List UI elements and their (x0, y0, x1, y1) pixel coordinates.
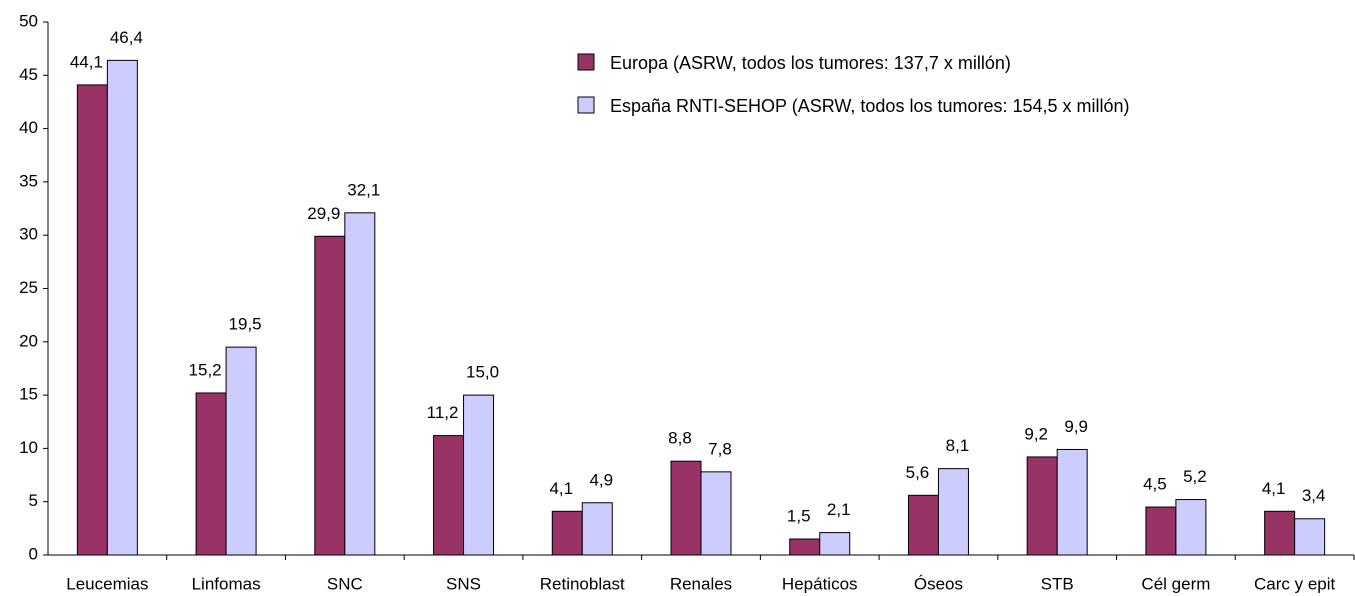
y-tick-label: 25 (19, 278, 38, 297)
value-label: 44,1 (70, 52, 103, 71)
y-tick-label: 35 (19, 171, 38, 190)
value-label: 1,5 (787, 506, 811, 525)
bar (1145, 506, 1177, 556)
legend-label: España RNTI-SEHOP (ASRW, todos los tumor… (610, 96, 1130, 116)
y-tick-label: 15 (19, 385, 38, 404)
bar (106, 59, 138, 556)
y-tick-label: 10 (19, 438, 38, 457)
x-tick-label: SNC (327, 574, 363, 593)
value-label: 5,2 (1183, 467, 1207, 486)
bar (463, 394, 495, 556)
y-tick-label: 20 (19, 331, 38, 350)
value-label: 3,4 (1302, 486, 1326, 505)
x-tick-label: Renales (670, 574, 732, 593)
value-label: 4,5 (1143, 475, 1167, 494)
bar (1056, 448, 1088, 556)
bar (433, 435, 465, 556)
x-tick-label: SNS (446, 574, 481, 593)
value-label: 2,1 (827, 500, 851, 519)
y-tick-label: 40 (19, 118, 38, 137)
y-tick-label: 45 (19, 65, 38, 84)
legend-label: Europa (ASRW, todos los tumores: 137,7 x… (610, 53, 1011, 73)
value-label: 4,1 (549, 479, 573, 498)
bar (195, 392, 227, 556)
bar (314, 235, 346, 556)
bar (581, 502, 613, 556)
value-label: 7,8 (708, 439, 732, 458)
value-label: 4,9 (589, 470, 613, 489)
y-tick-label: 50 (19, 11, 38, 30)
bar (551, 510, 583, 556)
value-label: 5,6 (906, 463, 930, 482)
x-tick-label: Leucemias (66, 574, 148, 593)
x-tick-label: STB (1041, 574, 1074, 593)
x-tick-label: Carc y epit (1254, 574, 1336, 593)
x-tick-label: Óseos (914, 574, 963, 593)
y-tick-label: 5 (29, 491, 38, 510)
bar (1026, 456, 1058, 556)
y-tick-label: 30 (19, 225, 38, 244)
x-tick-label: Retinoblast (540, 574, 625, 593)
bar (700, 471, 732, 556)
bar (76, 84, 108, 556)
value-label: 11,2 (427, 403, 459, 422)
bar (907, 494, 939, 556)
x-tick-label: Cél germ (1141, 574, 1210, 593)
bar (670, 460, 702, 556)
bar (1264, 510, 1296, 556)
legend-swatch (577, 53, 595, 71)
x-tick-label: Linfomas (192, 574, 261, 593)
value-label: 29,9 (307, 204, 340, 223)
y-tick-label: 0 (29, 544, 38, 563)
x-tick-label: Hepáticos (782, 574, 858, 593)
bar (819, 532, 851, 556)
bar (1175, 499, 1207, 556)
value-label: 4,1 (1262, 479, 1286, 498)
bar (937, 468, 969, 556)
value-label: 15,0 (466, 363, 499, 382)
value-label: 32,1 (347, 180, 380, 199)
value-label: 15,2 (189, 360, 222, 379)
value-label: 8,8 (668, 429, 692, 448)
value-label: 19,5 (229, 315, 262, 334)
value-label: 46,4 (110, 28, 143, 47)
bar (789, 538, 821, 556)
legend-swatch (577, 96, 595, 114)
bar (225, 346, 257, 556)
value-label: 9,9 (1064, 417, 1088, 436)
bar (1294, 518, 1326, 556)
value-label: 8,1 (946, 436, 970, 455)
value-label: 9,2 (1024, 424, 1048, 443)
bar (344, 212, 376, 556)
